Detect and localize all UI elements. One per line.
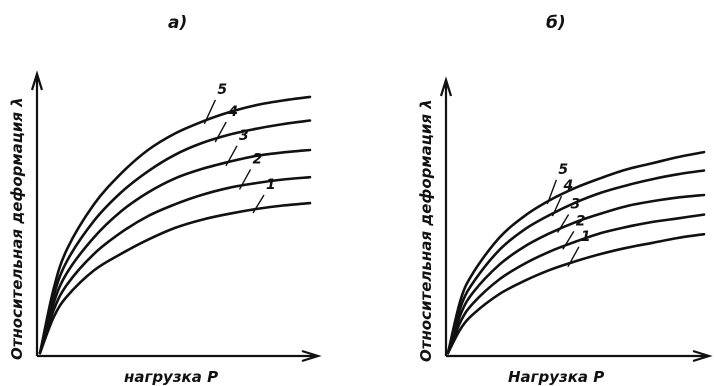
curve-2-label: 2 (253, 151, 263, 167)
curve-4 (446, 169, 706, 355)
panel-a-y-axis-label: Относительная деформация λ (8, 97, 26, 360)
curve-2-leader (562, 231, 575, 250)
curve-5-leader (203, 99, 217, 125)
panel-a-label: а) (168, 13, 187, 33)
curve-1-leader (567, 246, 580, 268)
panel-a-y-axis (30, 70, 44, 356)
panel-b-y-axis (439, 76, 453, 356)
curve-1 (38, 201, 312, 355)
curve-3 (446, 193, 706, 355)
panel-b-x-axis (446, 349, 713, 363)
curve-5 (446, 150, 706, 355)
panel-a: а) Относительная деформация λ нагрузка P… (8, 13, 322, 386)
curve-5-label: 5 (558, 162, 568, 178)
panel-b-label: б) (546, 13, 566, 33)
curve-4 (38, 119, 312, 355)
curve-5-label: 5 (217, 82, 227, 98)
curve-4-leader (551, 195, 563, 217)
curve-3-leader (225, 145, 238, 167)
curve-3-leader (557, 214, 570, 233)
curve-1-label: 1 (266, 177, 276, 193)
curve-1 (446, 232, 706, 355)
curve-2 (446, 213, 706, 355)
curve-2 (38, 175, 312, 355)
curve-4-label: 4 (563, 178, 574, 194)
curve-3-label: 3 (571, 197, 581, 213)
curve-1-leader (252, 194, 265, 214)
curve-4-leader (214, 121, 227, 143)
curve-3-label: 3 (239, 128, 249, 144)
panel-b-x-axis-label: Нагрузка P (508, 368, 604, 386)
panel-b-y-axis-label: Относительная деформация λ (417, 99, 435, 362)
curve-3 (38, 148, 312, 355)
panel-a-x-axis-label: нагрузка P (124, 368, 218, 386)
panel-a-x-axis (37, 349, 322, 363)
curve-5-leader (546, 179, 558, 205)
panel-b: б) Относительная деформация λ Нагрузка P… (417, 13, 713, 386)
curve-5 (38, 95, 312, 355)
curve-2-leader (238, 169, 252, 190)
